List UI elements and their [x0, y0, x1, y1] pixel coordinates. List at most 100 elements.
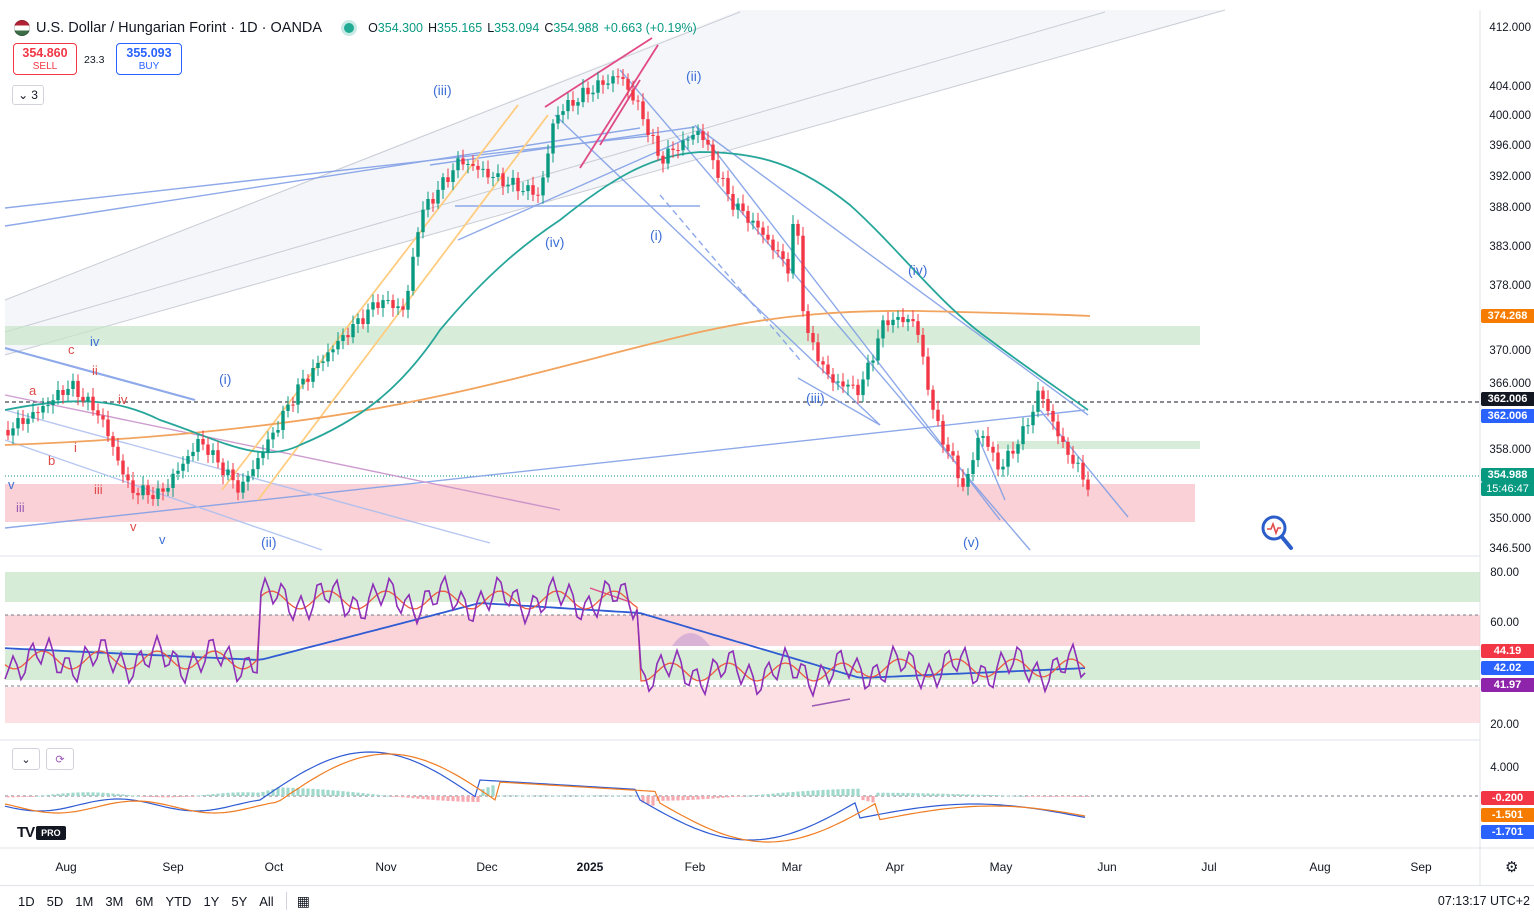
- macd-histogram-bar: [121, 794, 125, 796]
- candle-body: [381, 300, 385, 309]
- macd-histogram-bar: [96, 792, 100, 796]
- macd-histogram-bar: [496, 795, 500, 797]
- tradingview-logo[interactable]: TV PRO: [17, 824, 66, 841]
- candle-body: [186, 456, 190, 464]
- macd-histogram-bar: [981, 794, 985, 796]
- macd-histogram-bar: [566, 795, 570, 797]
- macd-histogram-bar: [616, 795, 620, 797]
- candle-body: [766, 234, 770, 240]
- macd-histogram-bar: [466, 796, 470, 802]
- wave-label: iv: [118, 392, 128, 407]
- candle-body: [891, 319, 895, 326]
- macd-histogram-bar: [576, 795, 580, 797]
- candle-body: [786, 258, 790, 274]
- ma-long-line: [4, 309, 1091, 446]
- macd-histogram-bar: [936, 793, 940, 796]
- range-1m[interactable]: 1M: [75, 893, 94, 909]
- macd-histogram-bar: [366, 793, 370, 796]
- settings-gear-icon[interactable]: ⚙: [1505, 859, 1519, 876]
- macd-histogram-bar: [826, 789, 830, 796]
- macd-histogram-bar: [241, 792, 245, 796]
- macd-histogram-bar: [376, 794, 380, 796]
- candle-body: [341, 335, 345, 341]
- candle-body: [236, 480, 240, 493]
- clock[interactable]: 07:13:17 UTC+2: [1437, 894, 1530, 908]
- macd-histogram-bar: [206, 794, 210, 796]
- time-label: Sep: [162, 860, 184, 874]
- macd-histogram-bar: [1001, 795, 1005, 797]
- macd-histogram-bar: [596, 795, 600, 797]
- candle-body: [31, 412, 35, 419]
- indicators-collapse-button[interactable]: ⌄ 3: [12, 85, 44, 105]
- candle-body: [586, 87, 590, 95]
- range-1d[interactable]: 1D: [18, 893, 35, 909]
- candle-body: [446, 177, 450, 183]
- indicator-controls: ⌄ ⟳: [12, 748, 74, 770]
- macd-histogram-bar: [126, 794, 130, 796]
- candle-body: [846, 384, 850, 387]
- candle-body: [941, 421, 945, 445]
- macd-histogram-bar: [886, 792, 890, 796]
- range-1y[interactable]: 1Y: [203, 893, 220, 909]
- macd-histogram-bar: [51, 794, 55, 796]
- macd-histogram-bar: [986, 794, 990, 796]
- candle-body: [221, 462, 225, 476]
- symbol-legend[interactable]: U.S. Dollar / Hungarian Forint · 1D · OA…: [14, 18, 697, 38]
- macd-histogram-bar: [521, 795, 525, 797]
- macd-histogram-bar: [821, 789, 825, 796]
- candle-body: [506, 184, 510, 187]
- price-tick: 378.000: [1489, 280, 1531, 292]
- candle-body: [166, 487, 170, 492]
- price-axis: 412.000 404.000 400.000 396.000 392.000 …: [1489, 22, 1531, 774]
- chevron-down-icon[interactable]: ⌄: [12, 748, 40, 770]
- macd-histogram-bar: [906, 793, 910, 796]
- candle-body: [731, 194, 735, 210]
- chevron-down-icon: ⌄: [18, 88, 29, 102]
- calendar-icon[interactable]: ▦: [296, 892, 310, 909]
- macd-histogram-bar: [856, 788, 860, 796]
- range-6m[interactable]: 6M: [135, 893, 154, 909]
- candle-body: [756, 220, 760, 228]
- macd-histogram-bar: [871, 796, 875, 803]
- rsi-pane: [4, 572, 1480, 723]
- buy-button[interactable]: 355.093 BUY: [116, 43, 182, 75]
- macd-histogram-bar: [926, 793, 930, 796]
- candle-body: [241, 481, 245, 493]
- candle-body: [106, 419, 110, 437]
- macd-histogram-bar: [411, 796, 415, 799]
- candle-body: [711, 144, 715, 161]
- price-tick: 392.000: [1489, 171, 1531, 183]
- range-5y[interactable]: 5Y: [231, 893, 248, 909]
- range-all[interactable]: All: [259, 893, 274, 909]
- candle-body: [306, 378, 310, 382]
- candle-body: [946, 444, 950, 452]
- magnifier-icon[interactable]: [1261, 515, 1293, 550]
- macd-histogram-bar: [86, 792, 90, 796]
- candle-body: [151, 495, 155, 499]
- minor-resistance-zone: [997, 441, 1200, 449]
- market-status-icon[interactable]: [344, 23, 355, 33]
- refresh-icon[interactable]: ⟳: [46, 748, 74, 770]
- macd-histogram-bar: [176, 796, 180, 798]
- macd-histogram-bar: [456, 796, 460, 802]
- candle-body: [931, 389, 935, 410]
- sell-button[interactable]: 354.860 SELL: [13, 43, 77, 75]
- range-3m[interactable]: 3M: [105, 893, 124, 909]
- macd-histogram-bar: [181, 796, 185, 797]
- range-5d[interactable]: 5D: [46, 893, 64, 909]
- candle-body: [561, 111, 565, 115]
- candle-body: [456, 158, 460, 171]
- range-ytd[interactable]: YTD: [165, 893, 192, 909]
- bar-countdown: 15:46:47: [1481, 482, 1534, 496]
- macd-histogram-bar: [101, 792, 105, 796]
- wave-label: (iii): [806, 390, 825, 406]
- macd-histogram-bar: [1021, 795, 1025, 797]
- wave-label: iii: [16, 500, 25, 515]
- macd-histogram-bar: [296, 788, 300, 796]
- symbol-title[interactable]: U.S. Dollar / Hungarian Forint · 1D · OA…: [36, 20, 323, 36]
- macd-histogram-bar: [251, 792, 255, 796]
- candle-body: [396, 306, 400, 309]
- macd-histogram-bar: [246, 792, 250, 796]
- candle-body: [806, 311, 810, 333]
